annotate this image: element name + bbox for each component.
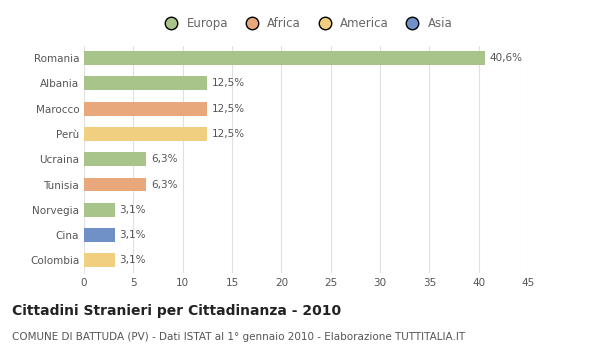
- Bar: [84, 177, 146, 191]
- Legend: Europa, Africa, America, Asia: Europa, Africa, America, Asia: [160, 18, 452, 30]
- Text: Cittadini Stranieri per Cittadinanza - 2010: Cittadini Stranieri per Cittadinanza - 2…: [12, 304, 341, 318]
- Bar: [84, 51, 485, 65]
- Text: 40,6%: 40,6%: [490, 53, 523, 63]
- Text: 12,5%: 12,5%: [212, 78, 245, 89]
- Text: COMUNE DI BATTUDA (PV) - Dati ISTAT al 1° gennaio 2010 - Elaborazione TUTTITALIA: COMUNE DI BATTUDA (PV) - Dati ISTAT al 1…: [12, 332, 465, 343]
- Text: 3,1%: 3,1%: [119, 205, 146, 215]
- Bar: [84, 228, 115, 242]
- Text: 12,5%: 12,5%: [212, 129, 245, 139]
- Bar: [84, 253, 115, 267]
- Bar: [84, 127, 208, 141]
- Text: 12,5%: 12,5%: [212, 104, 245, 114]
- Bar: [84, 152, 146, 166]
- Text: 6,3%: 6,3%: [151, 180, 178, 190]
- Bar: [84, 76, 208, 90]
- Bar: [84, 102, 208, 116]
- Bar: [84, 203, 115, 217]
- Text: 3,1%: 3,1%: [119, 256, 146, 265]
- Text: 3,1%: 3,1%: [119, 230, 146, 240]
- Text: 6,3%: 6,3%: [151, 154, 178, 164]
